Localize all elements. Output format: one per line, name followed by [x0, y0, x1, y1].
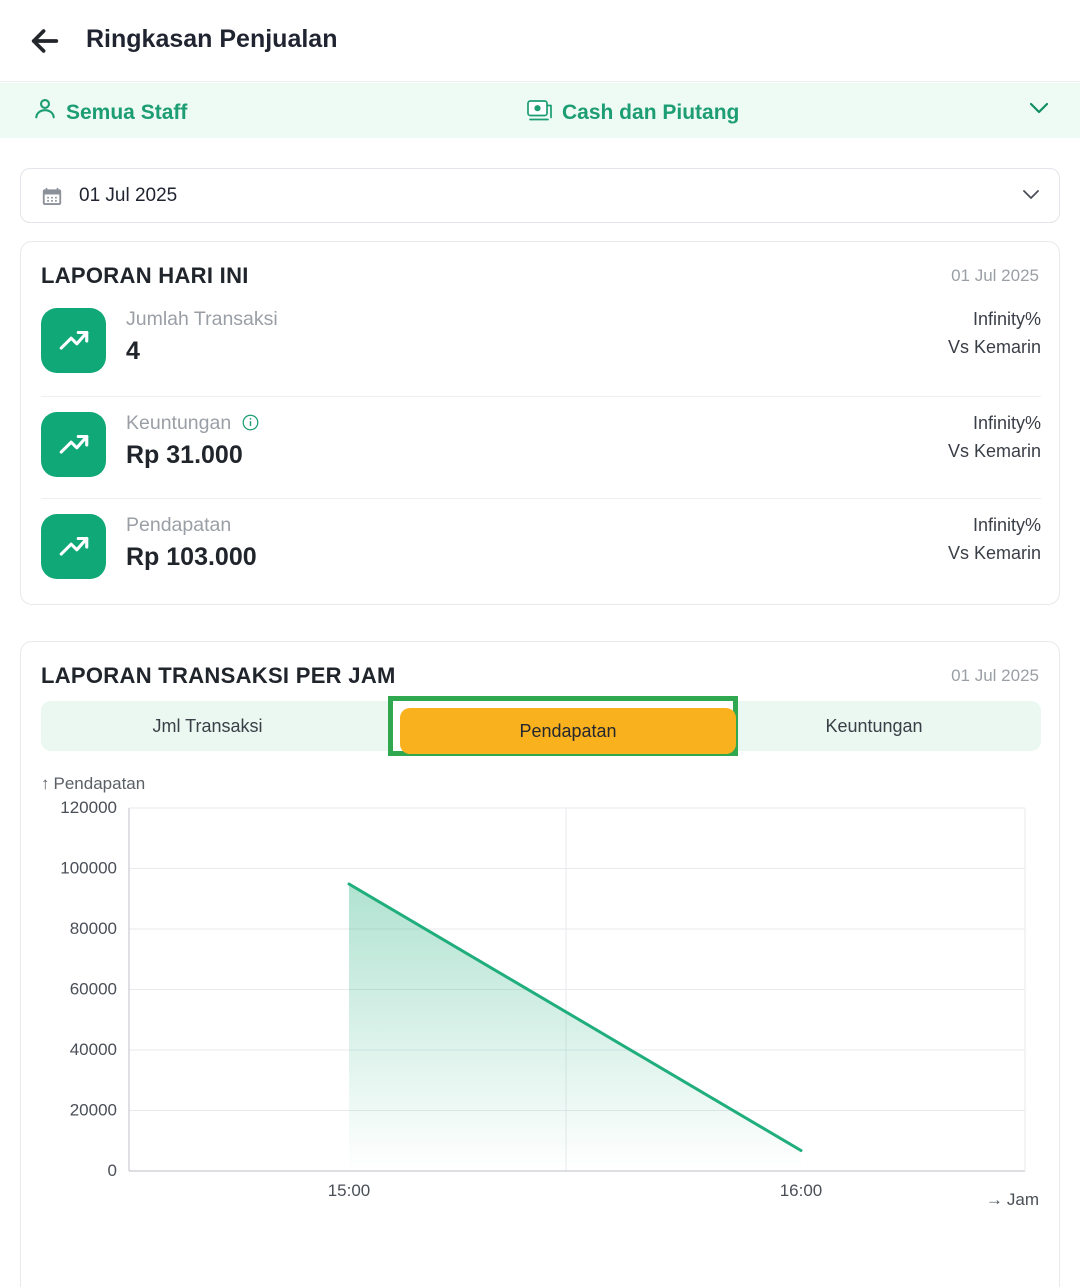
svg-text:0: 0	[108, 1161, 117, 1180]
svg-text:60000: 60000	[70, 980, 117, 999]
svg-text:15:00: 15:00	[328, 1181, 371, 1200]
svg-text:100000: 100000	[60, 859, 117, 878]
svg-text:40000: 40000	[70, 1040, 117, 1059]
svg-text:120000: 120000	[60, 798, 117, 817]
svg-text:80000: 80000	[70, 919, 117, 938]
svg-text:16:00: 16:00	[780, 1181, 823, 1200]
svg-text:20000: 20000	[70, 1101, 117, 1120]
